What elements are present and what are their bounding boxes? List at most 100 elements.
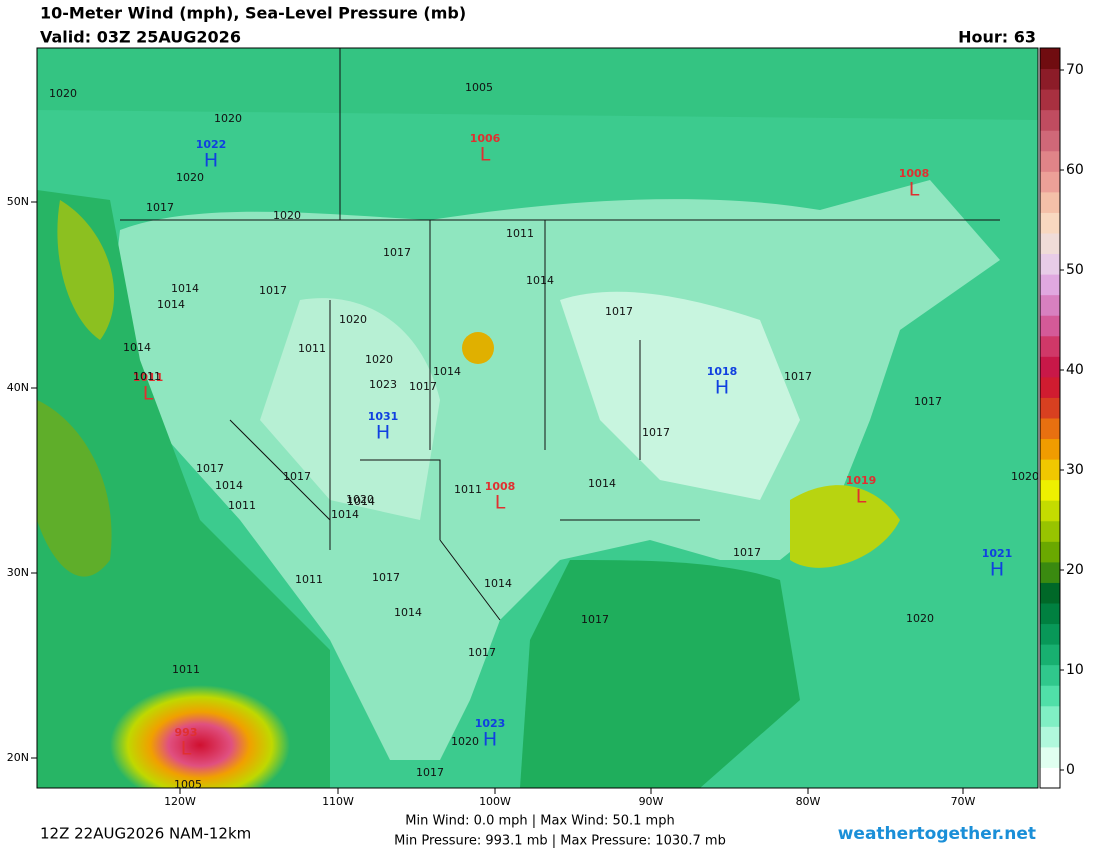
isobar-label: 1011 xyxy=(295,573,323,586)
colorbar-swatch xyxy=(1040,705,1060,727)
land-calm xyxy=(260,298,440,520)
isobar-label: 1023 xyxy=(369,378,397,391)
colorbar-label: 0 xyxy=(1066,762,1075,778)
colorbar-swatch xyxy=(1040,479,1060,501)
colorbar-swatch xyxy=(1040,582,1060,604)
isobar-label: 1017 xyxy=(733,546,761,559)
center-symbol: L xyxy=(856,486,867,508)
colorbar-swatch xyxy=(1040,274,1060,296)
isobar-label: 1014 xyxy=(171,282,199,295)
isobar-label: 1011 xyxy=(228,499,256,512)
isobar-label: 1017 xyxy=(196,462,224,475)
colorbar-label: 30 xyxy=(1066,462,1084,478)
isobar-label: 1014 xyxy=(433,365,461,378)
isobar-label: 1017 xyxy=(409,380,437,393)
colorbar-swatch xyxy=(1040,459,1060,481)
lat-label: 40N xyxy=(7,381,29,394)
lat-label: 50N xyxy=(7,195,29,208)
center-value: 1031 xyxy=(368,410,399,423)
colorbar-swatch xyxy=(1040,644,1060,666)
colorbar-label: 50 xyxy=(1066,262,1084,278)
isobar-label: 1017 xyxy=(468,646,496,659)
colorbar-swatch xyxy=(1040,623,1060,645)
isobar-label: 1017 xyxy=(383,246,411,259)
pressure-range: Min Pressure: 993.1 mb | Max Pressure: 1… xyxy=(394,834,726,849)
wind-range: Min Wind: 0.0 mph | Max Wind: 50.1 mph xyxy=(405,814,674,829)
center-value: 1021 xyxy=(982,547,1013,560)
isobar-label: 1020 xyxy=(365,353,393,366)
isobar-label: 1014 xyxy=(157,298,185,311)
center-symbol: L xyxy=(480,144,491,166)
colorbar-label: 40 xyxy=(1066,362,1084,378)
lon-label: 90W xyxy=(639,795,664,808)
colorbar-frame xyxy=(1039,47,1061,789)
colorbar-swatch xyxy=(1040,191,1060,213)
lon-label: 100W xyxy=(479,795,511,808)
isobar-label: 1014 xyxy=(215,479,243,492)
colorbar-swatch xyxy=(1040,150,1060,172)
lat-label: 30N xyxy=(7,566,29,579)
isobar-label: 1020 xyxy=(214,112,242,125)
center-symbol: L xyxy=(143,383,154,405)
isobar-label: 1017 xyxy=(259,284,287,297)
isobar-label: 1011 xyxy=(172,663,200,676)
center-symbol: H xyxy=(990,559,1004,581)
isobar-label: 1017 xyxy=(416,766,444,779)
colorbar-label: 20 xyxy=(1066,562,1084,578)
colorbar-swatch xyxy=(1040,561,1060,583)
isobar-label: 1011 xyxy=(506,227,534,240)
wind-max xyxy=(57,200,115,340)
lon-label: 70W xyxy=(951,795,976,808)
isobar-label: 1005 xyxy=(174,778,202,791)
isobar-label: 1020 xyxy=(339,313,367,326)
land-calm xyxy=(560,291,800,500)
center-value: 1019 xyxy=(846,474,877,487)
isobar-label: 1014 xyxy=(347,495,375,508)
isobar-label: 1017 xyxy=(581,613,609,626)
isobar-label: 1017 xyxy=(146,201,174,214)
colorbar-label: 60 xyxy=(1066,162,1084,178)
lon-label: 80W xyxy=(796,795,821,808)
colorbar-label: 10 xyxy=(1066,662,1084,678)
isobar-label: 1017 xyxy=(605,305,633,318)
colorbar-swatch xyxy=(1040,520,1060,542)
isobar-label: 1020 xyxy=(346,493,374,506)
colorbar-swatch xyxy=(1040,335,1060,357)
isobar-label: 1017 xyxy=(784,370,812,383)
map-field xyxy=(37,48,1038,788)
isobar-label: 1014 xyxy=(588,477,616,490)
pacific xyxy=(37,190,330,788)
colorbar-swatch xyxy=(1040,89,1060,111)
wind-max xyxy=(462,332,494,364)
colorbar-swatch xyxy=(1040,685,1060,707)
isobar-label: 1005 xyxy=(465,81,493,94)
colorbar-swatch xyxy=(1040,438,1060,460)
wind-max xyxy=(790,485,900,568)
colorbar-swatch xyxy=(1040,356,1060,378)
site-credit[interactable]: weathertogether.net xyxy=(838,824,1036,844)
isobar-label: 1014 xyxy=(526,274,554,287)
center-value: 1006 xyxy=(470,132,501,145)
center-symbol: H xyxy=(376,422,390,444)
model-run: 12Z 22AUG2026 NAM-12km xyxy=(40,825,251,843)
isobar-label: 1020 xyxy=(273,209,301,222)
map-frame xyxy=(36,47,1039,789)
colorbar-swatch xyxy=(1040,397,1060,419)
center-symbol: H xyxy=(715,377,729,399)
valid-time: Valid: 03Z 25AUG2026 xyxy=(40,28,241,47)
isobar-label: 1020 xyxy=(1011,470,1039,483)
colorbar-swatch xyxy=(1040,130,1060,152)
colorbar-swatch xyxy=(1040,418,1060,440)
title: 10-Meter Wind (mph), Sea-Level Pressure … xyxy=(40,4,466,23)
isobar-label: 1014 xyxy=(123,341,151,354)
colorbar-swatch xyxy=(1040,109,1060,131)
borders xyxy=(120,48,1000,621)
lat-label: 20N xyxy=(7,751,29,764)
center-value: 1008 xyxy=(899,167,930,180)
isobar-label: 1017 xyxy=(283,470,311,483)
center-symbol: L xyxy=(181,738,192,760)
isobar-label: 1020 xyxy=(176,171,204,184)
wind-max xyxy=(37,400,112,577)
